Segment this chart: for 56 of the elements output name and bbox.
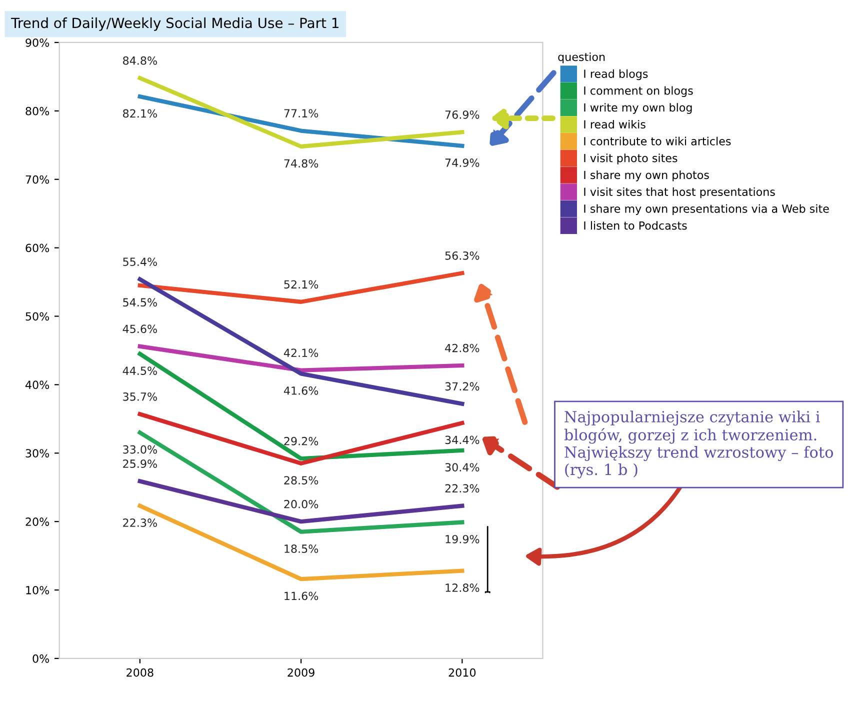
legend-label: I share my own photos <box>584 170 709 182</box>
data-label: 12.8% <box>446 584 480 592</box>
data-label: 22.3% <box>123 518 157 527</box>
data-label: 56.3% <box>445 251 480 260</box>
data-label: 42.1% <box>284 348 318 358</box>
y-tick-label: 80% <box>26 106 50 116</box>
data-label: 22.3% <box>445 484 480 493</box>
data-label: 55.4% <box>123 258 157 266</box>
legend-label: I visit photo sites <box>584 154 678 164</box>
y-tick-label: 10% <box>26 586 50 594</box>
legend-label: I read wikis <box>584 120 646 129</box>
legend-label: I read blogs <box>584 69 648 80</box>
x-tick-label: 2010 <box>448 668 476 677</box>
legend-label: I comment on blogs <box>584 86 693 97</box>
legend-label: I share my own presentations via a Web site <box>584 204 829 216</box>
data-label: 18.5% <box>284 544 318 553</box>
x-tick-label: 2008 <box>126 668 154 677</box>
data-label: 82.1% <box>123 109 157 118</box>
data-label: 77.1% <box>284 109 318 118</box>
data-label: 74.9% <box>445 158 480 167</box>
legend-label: I write my own blog <box>584 103 692 114</box>
legend-label: I contribute to wiki articles <box>584 136 731 146</box>
data-label: 84.8% <box>123 56 157 65</box>
data-label: 35.7% <box>123 392 157 401</box>
y-tick-label: 40% <box>25 380 50 390</box>
y-tick-label: 50% <box>26 312 50 321</box>
data-label: 29.2% <box>284 436 318 446</box>
data-label: 25.9% <box>123 460 157 468</box>
data-label: 45.6% <box>122 324 157 334</box>
data-label: 54.5% <box>123 298 157 307</box>
y-tick-label: 0% <box>32 654 50 663</box>
data-label: 30.4% <box>445 463 480 472</box>
legend-label: I visit sites that host presentations <box>584 187 775 198</box>
y-tick-label: 70% <box>26 175 50 184</box>
y-tick-label: 60% <box>26 244 50 252</box>
data-label: 37.2% <box>445 382 480 391</box>
data-label: 44.5% <box>122 366 157 375</box>
data-label: 41.6% <box>284 386 318 395</box>
y-tick-label: 30% <box>26 449 50 458</box>
data-label: 76.9% <box>445 110 480 119</box>
data-label: 34.4% <box>445 436 480 444</box>
data-label: 52.1% <box>284 280 318 289</box>
chart-title: Trend of Daily/Weekly Social Media Use – Part 1 <box>10 17 338 31</box>
y-tick-label: 20% <box>26 518 50 526</box>
data-label: 11.6% <box>284 592 318 600</box>
data-label: 20.0% <box>284 500 318 508</box>
data-label: 19.9% <box>446 534 480 544</box>
legend-title: question <box>558 52 605 64</box>
text: Najpopularniejsze czytanie wiki i blogów, gorzej z ich tworzeniem. Największy trend wzrostowy – foto (rys. 1 b ) <box>564 410 834 478</box>
data-label: 42.8% <box>445 344 480 352</box>
y-tick-label: 90% <box>26 38 50 47</box>
data-label: 28.5% <box>284 476 318 484</box>
legend-label: I listen to Podcasts <box>584 221 687 230</box>
x-tick-label: 2009 <box>288 668 314 677</box>
data-label: 33.0% <box>123 445 157 454</box>
data-label: 74.8% <box>284 159 318 168</box>
